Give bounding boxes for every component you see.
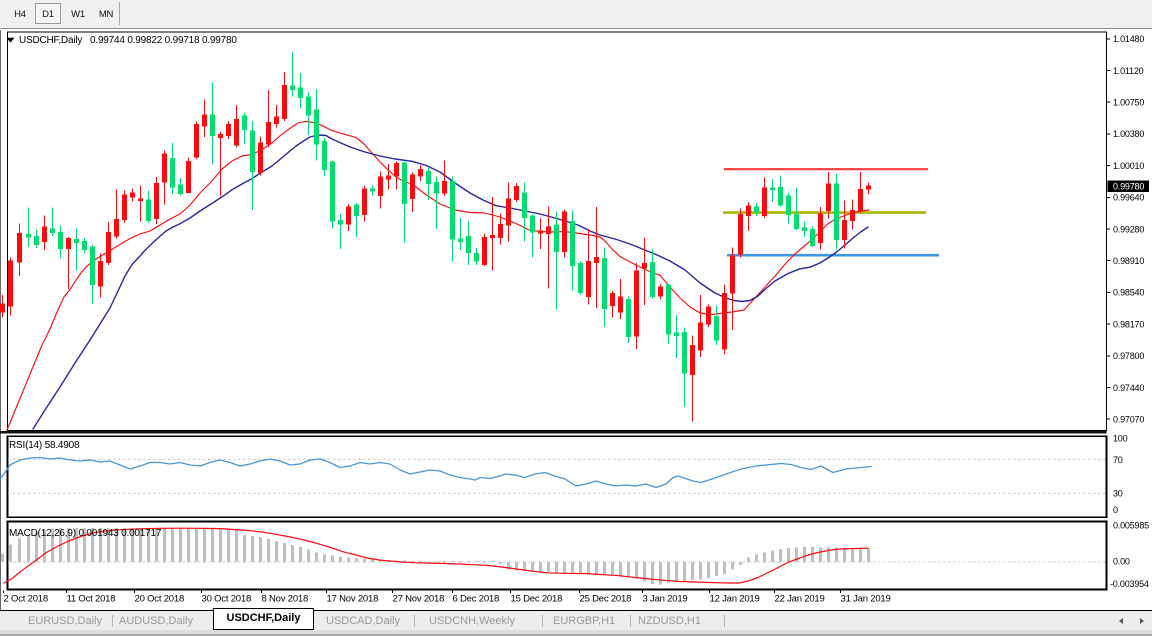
svg-text:17 Nov 2018: 17 Nov 2018	[327, 594, 379, 605]
svg-text:0.98170: 0.98170	[1113, 319, 1144, 329]
svg-text:0.99744 0.99822 0.99718 0.9978: 0.99744 0.99822 0.99718 0.99780	[90, 35, 237, 46]
svg-text:6 Dec 2018: 6 Dec 2018	[453, 594, 500, 605]
svg-text:11 Oct 2018: 11 Oct 2018	[67, 594, 116, 605]
svg-text:27 Nov 2018: 27 Nov 2018	[393, 594, 445, 605]
svg-text:1.00750: 1.00750	[1113, 98, 1144, 108]
svg-text:20 Oct 2018: 20 Oct 2018	[135, 594, 185, 605]
svg-text:1.01120: 1.01120	[1113, 66, 1144, 76]
svg-text:0.97440: 0.97440	[1113, 383, 1144, 393]
svg-text:25 Dec 2018: 25 Dec 2018	[580, 594, 632, 605]
svg-text:70: 70	[1113, 455, 1123, 465]
svg-text:0.99780: 0.99780	[1113, 182, 1144, 192]
svg-text:22 Jan 2019: 22 Jan 2019	[775, 594, 825, 605]
svg-text:0.98910: 0.98910	[1113, 256, 1144, 266]
svg-text:0.97800: 0.97800	[1113, 351, 1144, 361]
svg-text:-0.003954: -0.003954	[1110, 579, 1149, 589]
svg-text:0.00: 0.00	[1113, 557, 1130, 567]
svg-text:RSI(14) 58.4908: RSI(14) 58.4908	[9, 440, 80, 451]
svg-text:12 Jan 2019: 12 Jan 2019	[710, 594, 760, 605]
svg-text:8 Nov 2018: 8 Nov 2018	[262, 594, 309, 605]
svg-text:100: 100	[1113, 434, 1128, 444]
svg-text:1.00010: 1.00010	[1113, 161, 1144, 171]
svg-text:0.98540: 0.98540	[1113, 288, 1144, 298]
svg-text:USDCHF,Daily: USDCHF,Daily	[19, 35, 82, 46]
svg-text:1.01480: 1.01480	[1113, 34, 1144, 44]
svg-text:3 Jan 2019: 3 Jan 2019	[643, 594, 688, 605]
svg-text:31 Jan 2019: 31 Jan 2019	[841, 594, 891, 605]
svg-text:15 Dec 2018: 15 Dec 2018	[511, 594, 563, 605]
svg-text:30 Oct 2018: 30 Oct 2018	[202, 594, 252, 605]
svg-text:0.99280: 0.99280	[1113, 224, 1144, 234]
svg-text:30: 30	[1113, 489, 1123, 499]
svg-text:0.97070: 0.97070	[1113, 415, 1144, 425]
svg-text:MACD(12,26,9) 0.001943 0.00171: MACD(12,26,9) 0.001943 0.001717	[9, 528, 162, 539]
svg-text:2 Oct 2018: 2 Oct 2018	[4, 594, 48, 605]
svg-text:0.005985: 0.005985	[1113, 521, 1149, 531]
svg-text:0.99640: 0.99640	[1113, 193, 1144, 203]
svg-text:1.00380: 1.00380	[1113, 129, 1144, 139]
svg-text:0: 0	[1113, 505, 1118, 515]
